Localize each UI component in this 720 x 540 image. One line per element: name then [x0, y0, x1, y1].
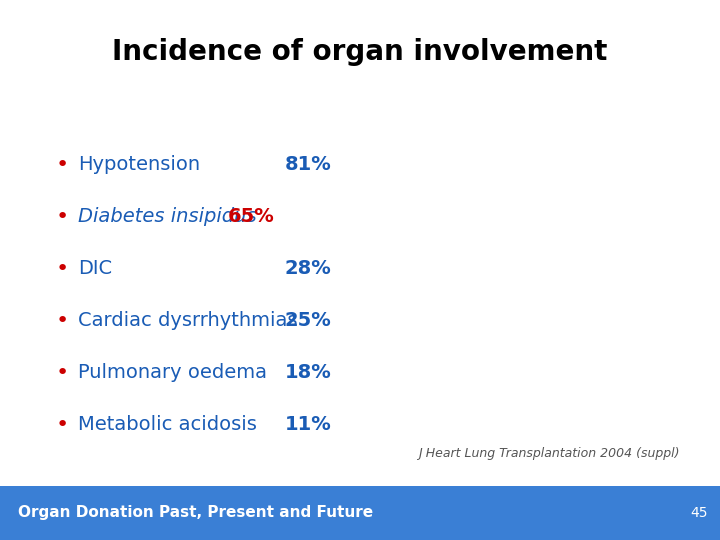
- Text: •: •: [55, 259, 68, 279]
- Text: •: •: [55, 155, 68, 175]
- Text: 45: 45: [690, 506, 708, 520]
- Text: •: •: [55, 311, 68, 331]
- Text: •: •: [55, 207, 68, 227]
- Text: 11%: 11%: [285, 415, 332, 435]
- Text: Hypotension: Hypotension: [78, 156, 200, 174]
- Text: Diabetes insipidus: Diabetes insipidus: [78, 207, 256, 226]
- Text: 81%: 81%: [285, 156, 332, 174]
- Text: Cardiac dysrrhythmias: Cardiac dysrrhythmias: [78, 312, 297, 330]
- Text: Metabolic acidosis: Metabolic acidosis: [78, 415, 257, 435]
- Text: Organ Donation Past, Present and Future: Organ Donation Past, Present and Future: [18, 505, 373, 521]
- Text: 18%: 18%: [285, 363, 332, 382]
- Text: J Heart Lung Transplantation 2004 (suppl): J Heart Lung Transplantation 2004 (suppl…: [418, 447, 680, 460]
- Text: 28%: 28%: [285, 260, 332, 279]
- Bar: [0, 486, 720, 540]
- Text: •: •: [55, 363, 68, 383]
- Text: Incidence of organ involvement: Incidence of organ involvement: [112, 38, 608, 66]
- Text: •: •: [55, 415, 68, 435]
- Text: Pulmonary oedema: Pulmonary oedema: [78, 363, 267, 382]
- Text: 25%: 25%: [285, 312, 332, 330]
- Text: DIC: DIC: [78, 260, 112, 279]
- Text: 65%: 65%: [228, 207, 275, 226]
